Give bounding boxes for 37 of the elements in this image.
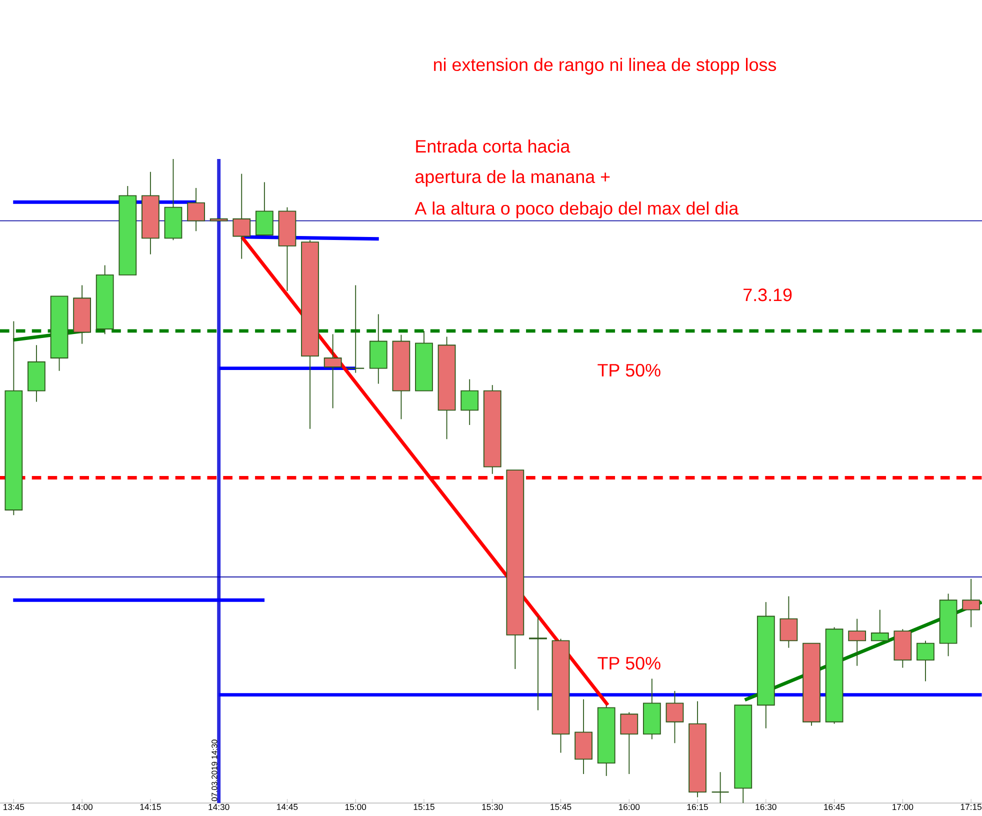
x-tick-label: 16:00 xyxy=(619,804,640,810)
x-tick-label: 16:15 xyxy=(687,804,708,810)
annotation: TP 50% xyxy=(598,656,660,670)
candlestick xyxy=(916,640,934,682)
x-tick-label: 14:30 xyxy=(208,804,230,810)
x-tick-label: 15:00 xyxy=(345,804,366,810)
candlestick xyxy=(962,578,980,628)
x-tick-label: 13:45 xyxy=(4,804,24,810)
annotation: A la altura o poco debajo del max del dia xyxy=(414,202,739,218)
x-tick-label: 15:45 xyxy=(550,804,572,810)
candlestick xyxy=(232,173,251,260)
x-tick-label: 16:45 xyxy=(824,804,845,810)
candlestick xyxy=(711,772,730,804)
candlestick xyxy=(460,378,479,426)
candlestick xyxy=(346,284,365,374)
x-tick-label: 17:00 xyxy=(892,804,914,810)
x-tick-label: 14:00 xyxy=(72,804,93,810)
candlestick xyxy=(620,712,638,774)
x-tick-label: 15:15 xyxy=(414,804,434,810)
candlestick xyxy=(870,609,889,642)
x-tick-label: 14:15 xyxy=(140,804,161,810)
candlestick xyxy=(255,182,274,236)
x-tick-label: 16:30 xyxy=(756,804,776,810)
candlestick xyxy=(780,596,798,648)
x-tick-label: 17:15 xyxy=(960,804,982,810)
candlestick xyxy=(848,618,866,666)
x-tick-label: 15:30 xyxy=(482,804,503,810)
candlestick xyxy=(324,334,342,409)
annotation: 7.3.19 xyxy=(744,288,792,302)
x-tick-label: 14:45 xyxy=(277,804,298,810)
text: ni extension de rango ni linea de stopp loss xyxy=(434,58,776,75)
candlestick xyxy=(666,690,684,744)
annotation: apertura de la manana + xyxy=(415,170,610,187)
text: Entrada corta hacia xyxy=(416,140,570,153)
annotation: TP 50% xyxy=(598,364,660,377)
candlestick xyxy=(187,188,205,232)
candlestick xyxy=(529,616,547,711)
